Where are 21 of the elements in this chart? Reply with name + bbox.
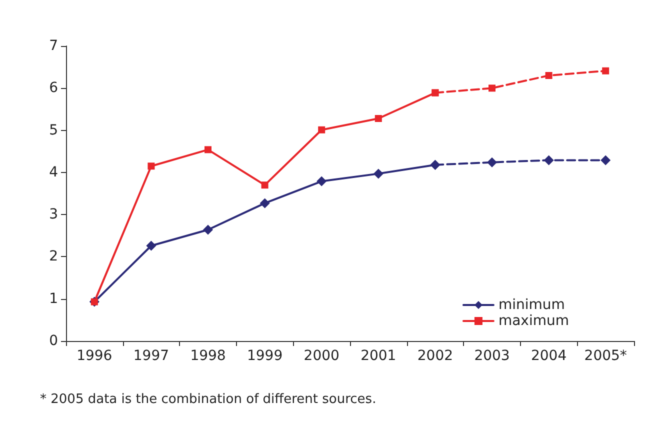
y-tick-label: 5 (49, 122, 58, 138)
y-tick-label: 4 (49, 164, 58, 180)
y-tick-label: 1 (49, 290, 58, 307)
x-tick-label: 2002 (417, 348, 454, 364)
legend-label: maximum (498, 313, 570, 329)
x-tick-label: 2003 (474, 348, 510, 364)
y-tick-label: 0 (49, 333, 58, 349)
x-tick-label: 1997 (133, 348, 170, 364)
y-tick-label: 2 (49, 248, 58, 265)
y-tick-label: 3 (49, 206, 58, 223)
x-tick-label: 1996 (76, 348, 112, 364)
y-tick-label: 6 (49, 80, 58, 96)
x-tick-label: 2001 (360, 348, 396, 364)
x-tick-label: 2005* (584, 348, 627, 364)
x-tick-label: 2000 (304, 348, 340, 364)
x-tick-label: 1999 (246, 348, 283, 364)
x-tick-label: 1998 (190, 348, 226, 364)
x-tick-label: 2004 (530, 348, 567, 364)
y-tick-label: 7 (49, 38, 58, 54)
text: * 2005 data is the combination of different sources. (40, 392, 376, 407)
legend-label: minimum (498, 297, 565, 313)
